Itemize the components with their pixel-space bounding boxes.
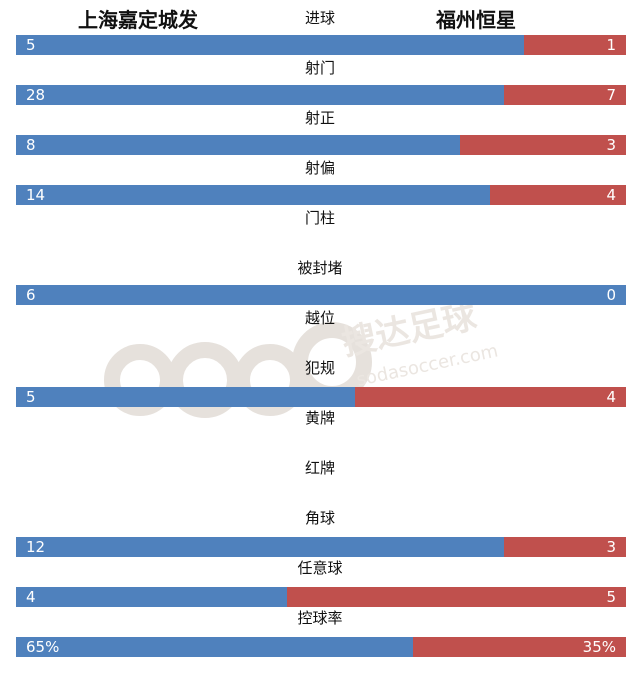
home-value-label: 65% xyxy=(26,638,60,656)
stat-label: 射门 xyxy=(304,59,335,77)
stat-label: 黄牌 xyxy=(304,409,335,427)
home-bar-segment xyxy=(16,135,460,155)
stat-label: 进球 xyxy=(304,9,335,27)
stat-label: 门柱 xyxy=(304,209,335,227)
stat-label: 任意球 xyxy=(297,559,343,577)
away-value-label: 3 xyxy=(606,136,616,154)
stat-label: 射正 xyxy=(304,109,335,127)
home-value-label: 12 xyxy=(26,538,46,556)
home-value-label: 5 xyxy=(26,36,36,54)
away-bar-segment xyxy=(504,85,626,105)
away-value-label: 5 xyxy=(606,588,616,606)
home-bar-segment xyxy=(16,387,355,407)
home-bar-segment xyxy=(16,637,413,657)
stat-label: 犯规 xyxy=(304,359,335,377)
stat-bar: 12 3 xyxy=(16,537,626,557)
home-value-label: 28 xyxy=(26,86,46,104)
away-bar-segment xyxy=(524,35,626,55)
away-value-label: 4 xyxy=(606,388,616,406)
stat-bar: 65% 35% xyxy=(16,637,626,657)
home-bar-segment xyxy=(16,587,287,607)
home-value-label: 14 xyxy=(26,186,46,204)
away-value-label: 7 xyxy=(606,86,616,104)
away-value-label: 0 xyxy=(606,286,616,304)
stat-label: 角球 xyxy=(304,509,335,527)
home-bar-segment xyxy=(16,185,490,205)
stat-label: 越位 xyxy=(304,309,335,327)
home-team-name: 上海嘉定城发 xyxy=(78,8,198,32)
stat-bar: 14 4 xyxy=(16,185,626,205)
away-bar-segment xyxy=(413,637,626,657)
away-value-label: 3 xyxy=(606,538,616,556)
home-bar-segment xyxy=(16,537,504,557)
home-value-label: 6 xyxy=(26,286,36,304)
away-bar-segment xyxy=(490,185,626,205)
home-value-label: 5 xyxy=(26,388,36,406)
stat-label: 红牌 xyxy=(304,459,335,477)
home-bar-segment xyxy=(16,285,626,305)
away-bar-segment xyxy=(287,587,626,607)
away-bar-segment xyxy=(355,387,626,407)
home-value-label: 4 xyxy=(26,588,36,606)
away-bar-segment xyxy=(460,135,626,155)
stat-label: 控球率 xyxy=(297,609,343,627)
away-team-name: 福州恒星 xyxy=(436,8,516,32)
home-bar-segment xyxy=(16,85,504,105)
away-value-label: 4 xyxy=(606,186,616,204)
home-value-label: 8 xyxy=(26,136,36,154)
home-bar-segment xyxy=(16,35,524,55)
away-bar-segment xyxy=(504,537,626,557)
stat-label: 射偏 xyxy=(304,159,335,177)
stat-label: 被封堵 xyxy=(297,259,343,277)
away-value-label: 1 xyxy=(606,36,616,54)
stat-bar: 28 7 xyxy=(16,85,626,105)
away-value-label: 35% xyxy=(582,638,616,656)
